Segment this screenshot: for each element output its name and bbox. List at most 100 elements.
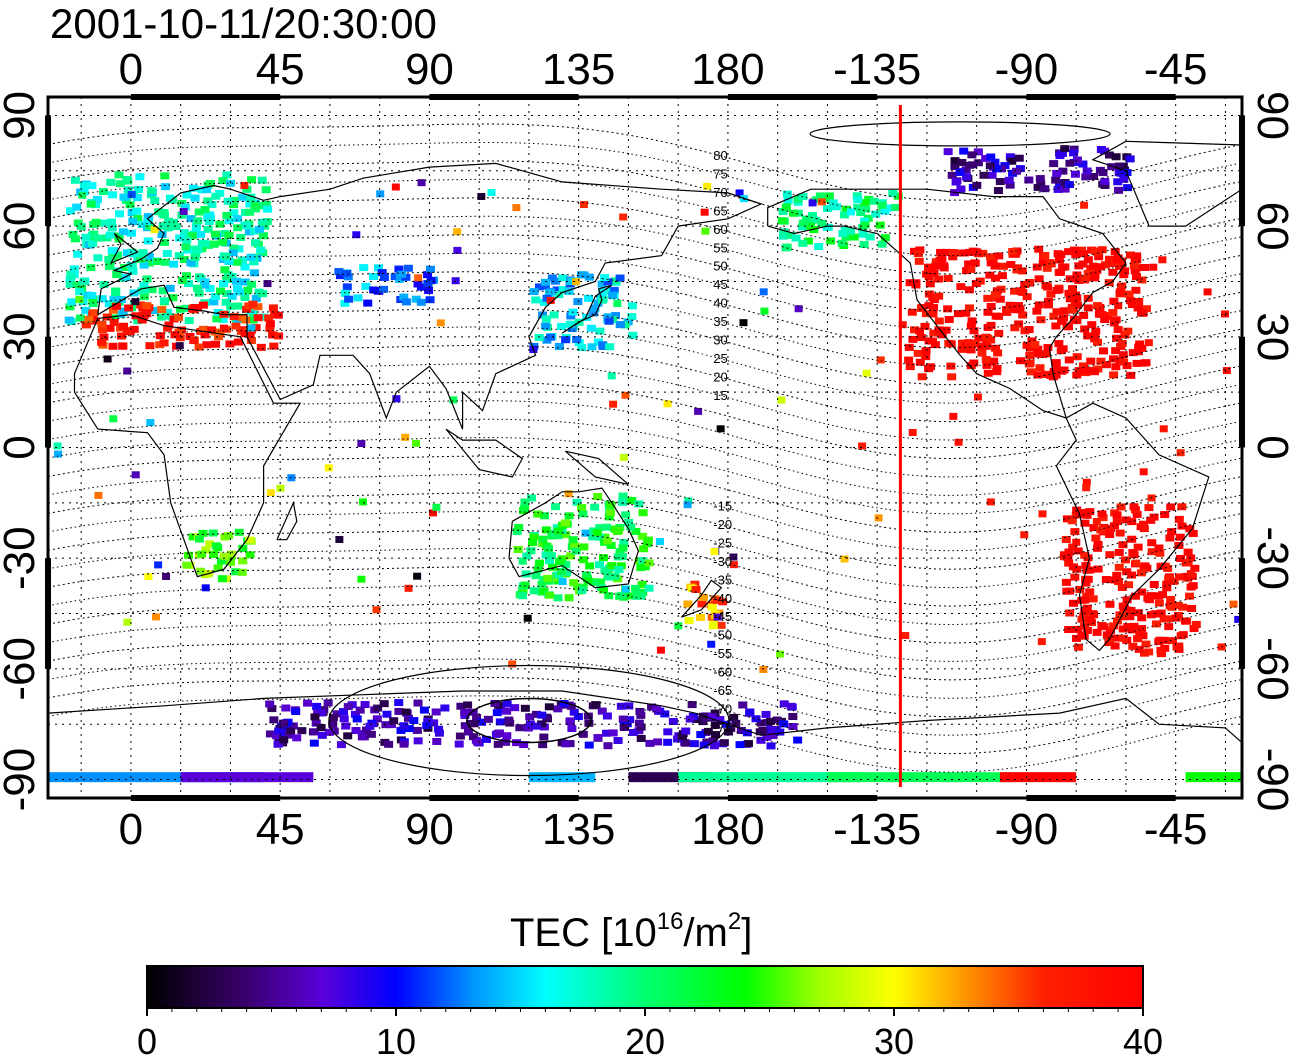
tec-cell	[921, 353, 931, 361]
tec-cell	[1042, 264, 1052, 272]
tec-cell	[413, 699, 423, 707]
tec-cell	[197, 239, 207, 247]
tec-cell	[860, 217, 870, 225]
tec-cell	[323, 699, 333, 707]
tec-cell	[711, 731, 721, 739]
magnetic-latitude-label: 35	[713, 314, 727, 329]
tec-cell	[1119, 175, 1129, 183]
y-axis-right-ticks: 9060300-30-60-90	[1248, 91, 1292, 811]
tec-cell	[582, 313, 592, 321]
tec-cell	[1112, 511, 1122, 519]
tec-cell	[324, 464, 333, 472]
tec-cell	[934, 275, 944, 283]
tec-cell	[211, 542, 221, 550]
tec-cell	[1114, 563, 1124, 571]
tec-cell	[983, 369, 993, 377]
tec-cell	[595, 524, 605, 532]
tec-cell	[947, 373, 957, 381]
tec-cell	[123, 367, 132, 375]
tec-cell	[251, 295, 261, 303]
tec-cell	[344, 295, 354, 303]
tec-cell	[696, 731, 706, 739]
tec-cell	[604, 317, 614, 325]
tec-cell	[638, 588, 648, 596]
tec-cell	[1049, 367, 1059, 375]
tec-cell	[279, 719, 289, 727]
tec-cell	[928, 310, 938, 318]
tec-cell	[258, 313, 268, 321]
tec-cell	[598, 341, 608, 349]
tec-cell	[539, 512, 549, 520]
tec-cell	[993, 349, 1003, 357]
tec-cell	[103, 355, 112, 363]
frame-bar-right	[1239, 336, 1245, 448]
tec-cell	[1090, 333, 1100, 341]
tec-cell	[1084, 366, 1094, 374]
tec-cell	[379, 700, 389, 708]
tec-cell	[946, 362, 956, 370]
tec-cell	[416, 298, 426, 306]
tec-cell	[1133, 609, 1143, 617]
tec-cell	[413, 737, 423, 745]
tec-cell	[215, 220, 225, 228]
tec-cell	[241, 316, 251, 324]
tec-cell	[253, 303, 263, 311]
tec-cell	[357, 575, 366, 583]
tec-cell	[188, 184, 198, 192]
tec-cell	[742, 729, 752, 737]
tec-cell	[105, 231, 115, 239]
x-tick-label-bottom: -45	[1144, 805, 1208, 854]
tec-cell	[1065, 275, 1075, 283]
tec-cell	[618, 544, 628, 552]
tec-cell	[698, 718, 708, 726]
tec-cell	[982, 361, 992, 369]
tec-cell	[1092, 248, 1102, 256]
tec-cell	[1097, 246, 1107, 254]
tec-cell	[1065, 587, 1075, 595]
magnetic-contour	[48, 400, 1242, 478]
tec-cell	[549, 311, 559, 319]
tec-cell	[76, 223, 86, 231]
tec-cell	[674, 622, 683, 630]
tec-cell	[70, 235, 80, 243]
tec-cell	[510, 704, 520, 712]
tec-cell	[1174, 573, 1184, 581]
tec-cell	[213, 564, 223, 572]
frame-bar-bottom	[429, 795, 579, 801]
tec-cell	[858, 230, 868, 238]
tec-cell	[1070, 246, 1080, 254]
tec-cell	[681, 739, 691, 747]
tec-cell	[713, 596, 723, 604]
tec-cell	[528, 539, 538, 547]
tec-cell	[1080, 201, 1089, 209]
tec-cell	[123, 186, 133, 194]
tec-cell	[755, 728, 765, 736]
tec-cell	[311, 719, 321, 727]
tec-cell	[793, 195, 803, 203]
tec-cell	[1129, 503, 1139, 511]
tec-cell	[124, 304, 134, 312]
tec-cell	[939, 262, 949, 270]
tec-cell	[533, 510, 543, 518]
tec-cell	[1054, 340, 1064, 348]
tec-cell	[990, 274, 1000, 282]
tec-cell	[540, 282, 550, 290]
tec-cell	[531, 710, 541, 718]
tec-cell	[1122, 596, 1132, 604]
tec-cell	[513, 545, 523, 553]
tec-cell	[605, 343, 615, 351]
tec-cell	[593, 493, 603, 501]
tec-cell	[1183, 559, 1193, 567]
tec-cell	[1107, 163, 1117, 171]
tec-cell	[577, 587, 587, 595]
tec-cell	[291, 708, 301, 716]
magnetic-latitude-label: -65	[713, 683, 732, 698]
tec-cell	[65, 280, 75, 288]
tec-cell	[606, 541, 616, 549]
tec-cell	[986, 498, 995, 506]
tec-cell	[1143, 594, 1153, 602]
tec-cell	[75, 296, 84, 304]
tec-cell	[175, 334, 185, 342]
tec-cell	[1089, 524, 1099, 532]
tec-cell	[1190, 564, 1200, 572]
